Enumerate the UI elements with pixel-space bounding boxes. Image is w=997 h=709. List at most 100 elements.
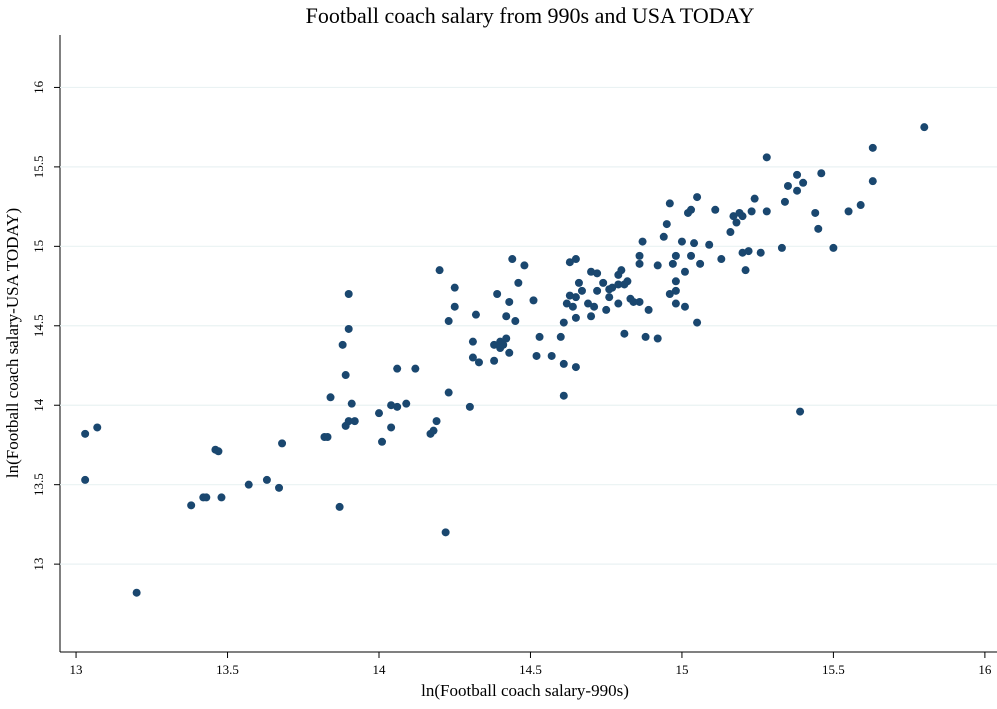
point — [690, 239, 699, 248]
point — [868, 143, 877, 152]
x-tick-label: 13.5 — [216, 662, 239, 677]
point — [571, 255, 580, 264]
point — [244, 480, 253, 489]
point — [635, 297, 644, 306]
point — [856, 201, 865, 210]
point — [571, 293, 580, 302]
point — [811, 208, 820, 217]
point — [571, 363, 580, 372]
point — [777, 243, 786, 252]
point — [741, 266, 750, 275]
point — [614, 299, 623, 308]
point — [450, 283, 459, 292]
point — [402, 399, 411, 408]
point — [644, 305, 653, 314]
point — [796, 407, 805, 416]
point — [680, 302, 689, 311]
point — [729, 212, 738, 221]
point — [411, 364, 420, 373]
point — [468, 337, 477, 346]
point — [726, 228, 735, 237]
point — [490, 340, 499, 349]
point — [344, 324, 353, 333]
point — [641, 332, 650, 341]
point — [505, 297, 514, 306]
point — [732, 218, 741, 227]
point — [705, 240, 714, 249]
point — [750, 194, 759, 203]
point — [687, 251, 696, 260]
x-tick-label: 15.5 — [822, 662, 845, 677]
point — [711, 205, 720, 214]
y-tick-label: 13 — [31, 558, 46, 571]
point — [132, 588, 141, 597]
point — [671, 299, 680, 308]
point — [514, 278, 523, 287]
point — [468, 353, 477, 362]
point — [635, 259, 644, 268]
point — [565, 258, 574, 267]
point — [529, 296, 538, 305]
point — [677, 237, 686, 246]
point — [590, 302, 599, 311]
x-axis-title: ln(Football coach salary-990s) — [421, 681, 629, 700]
x-tick-label: 14 — [372, 662, 386, 677]
point — [432, 417, 441, 426]
point — [474, 358, 483, 367]
point — [499, 340, 508, 349]
point — [920, 123, 929, 132]
point — [444, 388, 453, 397]
point — [344, 290, 353, 299]
point — [262, 475, 271, 484]
point — [577, 286, 586, 295]
point — [347, 399, 356, 408]
point — [868, 177, 877, 186]
point — [829, 243, 838, 252]
point — [278, 439, 287, 448]
point — [665, 290, 674, 299]
point — [605, 293, 614, 302]
point — [574, 278, 583, 287]
point — [202, 493, 211, 502]
point — [559, 359, 568, 368]
point — [817, 169, 826, 178]
point — [756, 248, 765, 257]
point — [81, 475, 90, 484]
y-axis-title: ln(Football coach salary-USA TODAY) — [3, 208, 22, 478]
point — [387, 401, 396, 410]
point — [744, 247, 753, 256]
point — [659, 232, 668, 241]
point — [599, 278, 608, 287]
point — [508, 255, 517, 264]
point — [535, 332, 544, 341]
point — [520, 261, 529, 270]
point — [511, 317, 520, 326]
point — [547, 351, 556, 360]
point — [738, 248, 747, 257]
point — [568, 302, 577, 311]
point — [638, 237, 647, 246]
point — [344, 417, 353, 426]
point — [571, 313, 580, 322]
point — [668, 259, 677, 268]
point — [629, 297, 638, 306]
point — [680, 267, 689, 276]
point — [187, 501, 196, 510]
point — [614, 280, 623, 289]
point — [387, 423, 396, 432]
point — [532, 351, 541, 360]
point — [584, 299, 593, 308]
point — [671, 251, 680, 260]
y-tick-label: 14 — [31, 398, 46, 412]
point — [341, 371, 350, 380]
point — [490, 356, 499, 365]
point — [429, 426, 438, 435]
point — [635, 251, 644, 260]
point — [275, 483, 284, 492]
point — [653, 261, 662, 270]
point — [465, 402, 474, 411]
y-tick-label: 16 — [31, 80, 46, 94]
point — [693, 193, 702, 202]
point — [444, 317, 453, 326]
point — [693, 318, 702, 327]
